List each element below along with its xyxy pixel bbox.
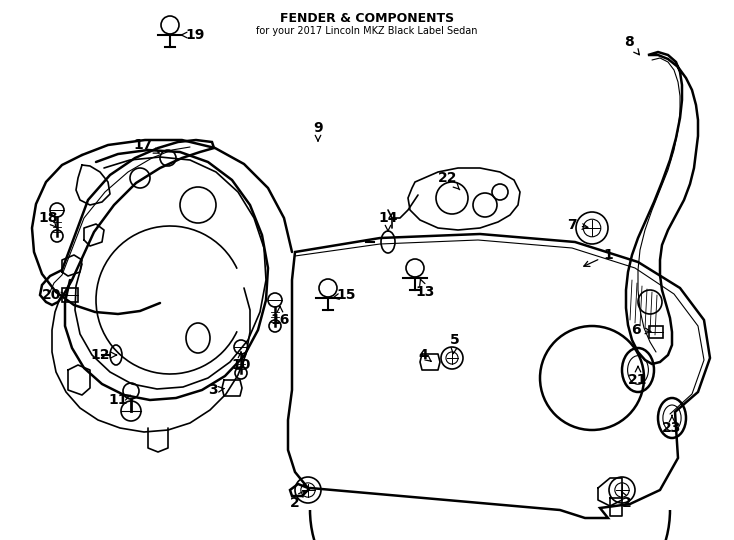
Text: 18: 18 xyxy=(38,211,58,228)
Text: for your 2017 Lincoln MKZ Black Label Sedan: for your 2017 Lincoln MKZ Black Label Se… xyxy=(256,26,478,36)
Text: 11: 11 xyxy=(108,393,131,407)
Text: 17: 17 xyxy=(134,138,159,153)
Text: 13: 13 xyxy=(415,279,435,299)
Text: 2: 2 xyxy=(290,491,305,510)
Text: 1: 1 xyxy=(584,248,613,266)
Text: 15: 15 xyxy=(333,288,356,302)
Text: 6: 6 xyxy=(631,323,651,337)
Text: 3: 3 xyxy=(208,383,224,397)
Text: 19: 19 xyxy=(181,28,205,42)
Text: 23: 23 xyxy=(662,415,682,435)
Text: 12: 12 xyxy=(90,348,117,362)
Text: 2: 2 xyxy=(621,491,632,510)
Text: 9: 9 xyxy=(313,121,323,141)
Text: 16: 16 xyxy=(270,306,290,327)
Text: 4: 4 xyxy=(418,348,431,362)
Text: 21: 21 xyxy=(628,366,647,387)
Text: 8: 8 xyxy=(624,35,639,55)
Text: 10: 10 xyxy=(231,352,251,372)
Text: 14: 14 xyxy=(378,211,398,231)
Text: 20: 20 xyxy=(43,288,68,302)
Text: 7: 7 xyxy=(567,218,588,232)
Text: FENDER & COMPONENTS: FENDER & COMPONENTS xyxy=(280,12,454,25)
Text: 22: 22 xyxy=(438,171,459,190)
Text: 5: 5 xyxy=(450,333,460,354)
